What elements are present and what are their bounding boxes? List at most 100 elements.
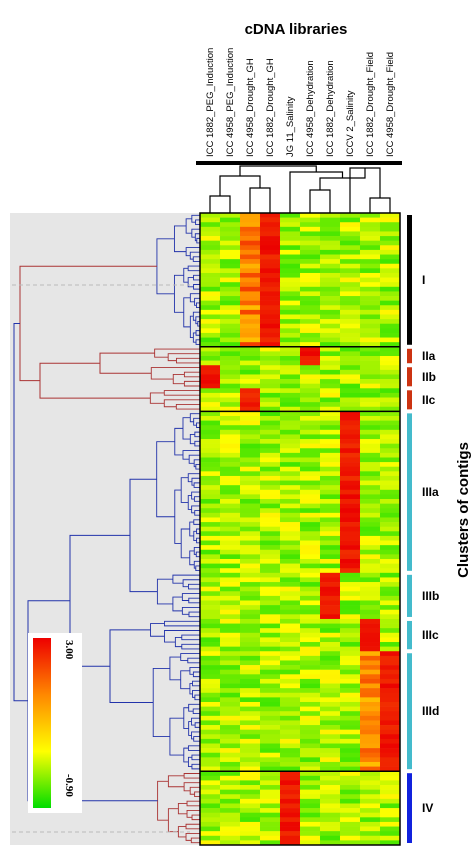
heatmap-cell	[240, 222, 261, 228]
heatmap-cell	[280, 600, 301, 606]
heatmap-cell	[380, 415, 401, 421]
heatmap-cell	[380, 780, 401, 786]
heatmap-cell	[320, 826, 341, 832]
heatmap-cell	[320, 392, 341, 398]
heatmap-cell	[320, 642, 341, 647]
heatmap-cell	[360, 683, 381, 689]
heatmap-cell	[360, 272, 381, 278]
heatmap-cell	[200, 549, 221, 555]
heatmap-cell	[320, 213, 341, 218]
heatmap-cell	[220, 512, 241, 518]
heatmap-cell	[300, 674, 321, 680]
heatmap-cell	[280, 738, 301, 744]
heatmap-cell	[220, 605, 241, 611]
heatmap-cell	[380, 817, 401, 823]
heatmap-cell	[300, 489, 321, 495]
heatmap-cell	[280, 701, 301, 707]
heatmap-cell	[220, 701, 241, 707]
heatmap-cell	[380, 568, 401, 574]
heatmap-cell	[280, 715, 301, 721]
heatmap-cell	[240, 531, 261, 537]
heatmap-cell	[280, 785, 301, 790]
heatmap-cell	[280, 761, 301, 767]
heatmap-cell	[260, 743, 281, 749]
heatmap-cell	[340, 586, 361, 592]
heatmap-cell	[280, 660, 301, 666]
heatmap-cell	[220, 688, 241, 694]
heatmap-cell	[260, 706, 281, 712]
heatmap-cell	[320, 545, 341, 551]
heatmap-cell	[220, 692, 241, 698]
heatmap-cell	[380, 213, 401, 218]
heatmap-cell	[280, 674, 301, 680]
heatmap-cell	[220, 563, 241, 569]
heatmap-cell	[320, 761, 341, 767]
heatmap-cell	[200, 522, 221, 527]
heatmap-cell	[220, 342, 241, 348]
heatmap-cell	[320, 522, 341, 527]
heatmap-cell	[380, 743, 401, 749]
heatmap-cell	[340, 254, 361, 260]
heatmap-cell	[220, 309, 241, 315]
heatmap-cell	[220, 757, 241, 763]
heatmap-cell	[300, 577, 321, 583]
heatmap-cell	[240, 508, 261, 514]
heatmap-cell	[380, 618, 401, 624]
heatmap-cell	[340, 775, 361, 781]
heatmap-cell	[280, 748, 301, 754]
heatmap-cell	[360, 429, 381, 435]
heatmap-cell	[220, 392, 241, 398]
heatmap-cell	[360, 835, 381, 841]
heatmap-cell	[300, 457, 321, 463]
heatmap-cell	[220, 268, 241, 274]
heatmap-cell	[200, 789, 221, 795]
heatmap-cell	[380, 268, 401, 274]
heatmap-cell	[360, 540, 381, 546]
heatmap-cell	[200, 222, 221, 228]
heatmap-cell	[260, 268, 281, 274]
heatmap-cell	[380, 319, 401, 325]
heatmap-cell	[220, 600, 241, 606]
heatmap-cell	[220, 826, 241, 832]
heatmap-cell	[300, 531, 321, 537]
heatmap-cell	[280, 365, 301, 371]
heatmap-cell	[360, 475, 381, 481]
heatmap-cell	[220, 508, 241, 514]
heatmap-cell	[200, 646, 221, 652]
heatmap-cell	[320, 374, 341, 380]
heatmap-cell	[220, 720, 241, 726]
heatmap-cell	[260, 272, 281, 278]
heatmap-cell	[200, 254, 221, 260]
heatmap-cell	[300, 282, 321, 288]
heatmap-cell	[300, 526, 321, 532]
heatmap-cell	[360, 213, 381, 218]
heatmap-cell	[240, 715, 261, 721]
heatmap-cell	[340, 683, 361, 689]
heatmap-cell	[320, 572, 341, 578]
heatmap-cell	[340, 319, 361, 325]
heatmap-cell	[300, 831, 321, 837]
heatmap-cell	[320, 554, 341, 560]
heatmap-cell	[300, 554, 321, 560]
heatmap-cell	[380, 757, 401, 763]
heatmap-cell	[340, 632, 361, 638]
heatmap-cell	[280, 683, 301, 689]
heatmap-cell	[380, 356, 401, 361]
heatmap-cell	[240, 545, 261, 551]
heatmap-cell	[260, 263, 281, 269]
heatmap-cell	[380, 655, 401, 661]
heatmap-cell	[340, 286, 361, 292]
heatmap-cell	[260, 240, 281, 246]
heatmap-cell	[240, 642, 261, 647]
heatmap-cell	[300, 448, 321, 454]
heatmap-cell	[320, 775, 341, 781]
heatmap-cell	[320, 296, 341, 301]
heatmap-cell	[220, 402, 241, 408]
heatmap-cell	[220, 522, 241, 527]
heatmap-cell	[260, 669, 281, 675]
heatmap-cell	[260, 392, 281, 398]
heatmap-cell	[240, 411, 261, 417]
heatmap-cell	[260, 503, 281, 509]
heatmap-cell	[240, 526, 261, 532]
